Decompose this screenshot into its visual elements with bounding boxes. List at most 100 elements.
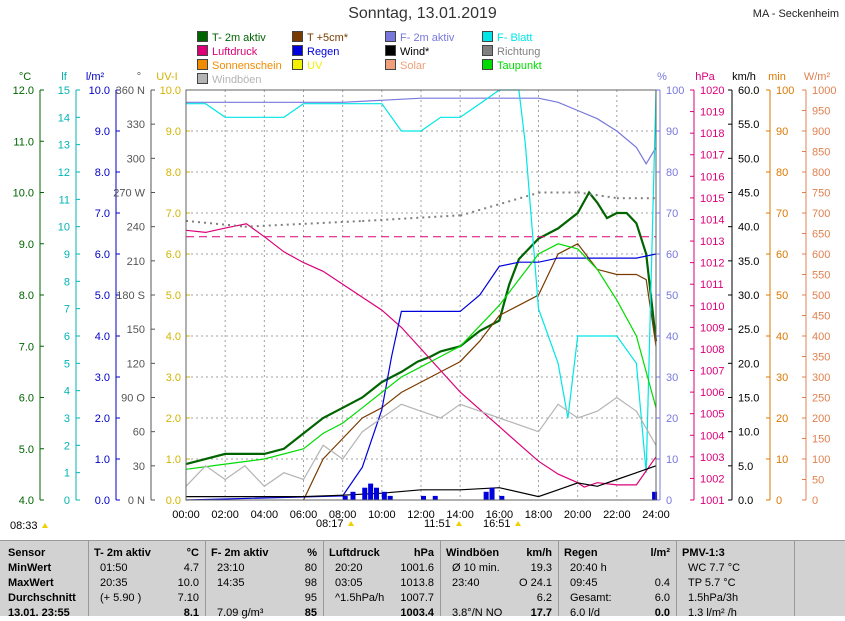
axis-tick-label-pres: 1007 (700, 366, 724, 378)
series-line-t-5cm (302, 243, 657, 501)
axis-unit-temp: °C (19, 71, 31, 83)
stats-cell-label: 23:10 (217, 562, 245, 574)
stats-cell-value: 1007.7 (400, 592, 434, 604)
axis-tick-label-sunmin: 0 (776, 495, 782, 507)
legend-label: Solar (400, 60, 426, 72)
stats-cell-label: 23:40 (452, 577, 480, 589)
axis-tick-label-rain: 10.0 (89, 85, 110, 97)
axis-tick-label-uv: 3.0 (166, 372, 181, 384)
axis-tick-label-rain: 1.0 (95, 454, 110, 466)
stats-block-head: T- 2m aktiv (94, 547, 151, 559)
legend-label: Taupunkt (497, 60, 542, 72)
stats-cell-label: 01:50 (100, 562, 128, 574)
axis-tick-label-wind: 20.0 (738, 358, 759, 370)
axis-tick-label-solar: 350 (812, 352, 830, 364)
series-line-taupunkt (185, 243, 657, 470)
stats-cell-label: TP 5.7 °C (688, 577, 736, 589)
sun-icon (515, 521, 521, 526)
legend-item: F- 2m aktiv (385, 31, 454, 44)
legend-item: Sonnenschein (197, 59, 282, 72)
rain-bar (381, 491, 387, 500)
axis-unit-solar: W/m² (804, 71, 831, 83)
stats-cell-value: 8.1 (183, 607, 199, 619)
stats-cell-label: 6.0 l/d (570, 607, 600, 619)
stats-block-unit: % (307, 547, 317, 559)
stats-cell-label: 20:35 (100, 577, 128, 589)
stats-cell-value: 6.2 (536, 592, 552, 604)
stats-cell-value: 17.7 (530, 607, 552, 619)
series-line-t-2m-aktiv (185, 190, 658, 466)
axis-tick-label-rain: 5.0 (95, 290, 110, 302)
axis-tick-label-dir: 360 N (116, 85, 145, 97)
axis-tick-label-uv: 7.0 (166, 208, 181, 220)
axis-tick-label-leaf: 8 (64, 276, 70, 288)
x-tick-label: 02:00 (211, 509, 239, 521)
axis-tick-label-wind: 55.0 (738, 119, 759, 131)
axis-tick-label-solar: 250 (812, 393, 830, 405)
sun-icon (456, 521, 462, 526)
legend-swatch (197, 59, 208, 70)
axis-tick-label-uv: 10.0 (160, 85, 181, 97)
rain-bar (350, 491, 356, 500)
axis-tick-label-dir: 120 (127, 358, 145, 370)
stats-cell-label: 1.3 l/m² /h (688, 607, 737, 619)
stats-cell-value: O 24.1 (518, 577, 552, 589)
rain-bar (362, 487, 368, 500)
axis-tick-label-temp: 12.0 (13, 85, 34, 97)
series-line-wind (186, 465, 657, 498)
axis-tick-label-leaf: 3 (64, 413, 70, 425)
axis-tick-label-uv: 9.0 (166, 126, 181, 138)
axis-tick-label-hum: 30 (666, 372, 678, 384)
legend-item: Wind* (385, 45, 429, 58)
axis-tick-label-temp: 8.0 (19, 290, 34, 302)
x-tick-label: 12:00 (407, 509, 435, 521)
axis-tick-label-wind: 5.0 (738, 461, 753, 473)
axis-tick-label-sunmin: 100 (776, 85, 794, 97)
stats-cell-label: WC 7.7 °C (688, 562, 741, 574)
axis-tick-label-rain: 2.0 (95, 413, 110, 425)
plot-border (185, 89, 657, 501)
axis-tick-label-pres: 1014 (700, 214, 724, 226)
stats-block: Luftdruck hPa 20:20 1001.6 03:05 1013.8 ^1.5hP… (323, 541, 441, 619)
page-title: Sonntag, 13.01.2019 (348, 5, 497, 22)
x-tick-label: 20:00 (564, 509, 592, 521)
axis-tick-label-temp: 5.0 (19, 444, 34, 456)
axis-tick-label-hum: 50 (666, 290, 678, 302)
axis-tick-label-hum: 20 (666, 413, 678, 425)
stats-cell-value: 1003.4 (400, 607, 434, 619)
stats-cell-value: 19.3 (530, 562, 552, 574)
stats-label-max: MaxWert (8, 577, 54, 589)
stats-cell-label: 1.5hPa/3h (688, 592, 739, 604)
axis-tick-label-pres: 1019 (700, 107, 724, 119)
axis-tick-label-leaf: 2 (64, 440, 70, 452)
rain-bar (432, 495, 438, 500)
sun-event-label: 08:17 (316, 518, 344, 530)
axis-tick-label-solar: 200 (812, 413, 830, 425)
stats-block-unit: hPa (413, 547, 434, 559)
x-tick-label: 00:00 (172, 509, 200, 521)
stats-cell-label: 7.09 g/m³ (217, 607, 264, 619)
axis-tick-label-pres: 1011 (700, 279, 724, 291)
axis-tick-label-wind: 35.0 (738, 256, 759, 268)
legend-label: Windböen (212, 74, 262, 86)
axis-tick-label-solar: 750 (812, 188, 830, 200)
axis-tick-label-pres: 1006 (700, 387, 724, 399)
x-tick-label: 14:00 (446, 509, 474, 521)
stats-cell-value: 0.0 (654, 607, 670, 619)
axis-tick-label-pres: 1017 (700, 150, 724, 162)
series-line-f-2m-aktiv (186, 97, 657, 165)
axis-tick-label-hum: 80 (666, 167, 678, 179)
stats-cell-label: Gesamt: (570, 592, 612, 604)
axis-tick-label-hum: 90 (666, 126, 678, 138)
axis-tick-label-solar: 300 (812, 372, 830, 384)
legend-label: F- 2m aktiv (400, 32, 455, 44)
axis-tick-label-solar: 700 (812, 208, 830, 220)
stats-block-unit: °C (186, 547, 199, 559)
axis-tick-label-pres: 1016 (700, 171, 724, 183)
axis-tick-label-solar: 450 (812, 311, 830, 323)
x-tick-label: 10:00 (368, 509, 396, 521)
legend-item: T +5cm* (292, 31, 348, 44)
x-tick-label: 22:00 (603, 509, 631, 521)
series-line-windb-en (185, 396, 657, 488)
stats-block-head: Luftdruck (329, 547, 380, 559)
